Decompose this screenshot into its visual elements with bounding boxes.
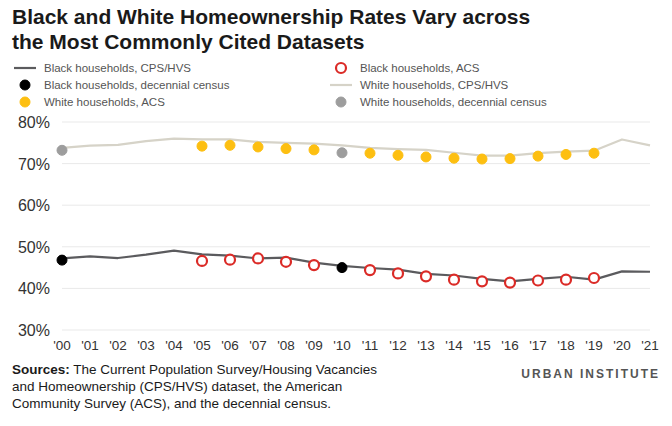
x-tick-label: '10	[333, 338, 351, 353]
series-point	[365, 148, 375, 158]
x-tick-label: '18	[557, 338, 575, 353]
plot-area	[57, 139, 650, 288]
legend-label: Black households, decennial census	[44, 79, 230, 91]
x-tick-label: '12	[389, 338, 407, 353]
legend-label: White households, ACS	[44, 96, 165, 108]
series-point	[281, 257, 291, 267]
title-line: the Most Commonly Cited Datasets	[12, 30, 364, 53]
legend-label: Black households, CPS/HVS	[44, 62, 191, 74]
series-point	[505, 278, 515, 288]
x-tick-label: '19	[585, 338, 603, 353]
series-point	[253, 142, 263, 152]
series-point	[281, 144, 291, 154]
legend-item: Black households, decennial census	[20, 79, 230, 91]
legend-item: White households, CPS/HVS	[330, 79, 509, 91]
source-line: Sources: The Current Population Survey/H…	[12, 362, 377, 377]
legend-swatch	[330, 84, 352, 86]
legend-label: White households, CPS/HVS	[360, 79, 509, 91]
series-point	[477, 154, 487, 164]
series-point	[589, 273, 599, 283]
legend-swatch	[20, 97, 30, 107]
chart: Black and White Homeownership Rates Vary…	[0, 0, 672, 426]
x-tick-label: '08	[277, 338, 295, 353]
source-line: Community Survey (ACS), and the decennia…	[12, 396, 331, 411]
credit: URBAN INSTITUTE	[521, 367, 660, 381]
series-point	[57, 145, 67, 155]
x-tick-label: '21	[641, 338, 659, 353]
x-tick-label: '00	[53, 338, 71, 353]
series-point	[393, 268, 403, 278]
x-tick-label: '07	[249, 338, 267, 353]
legend: Black households, CPS/HVS Black household…	[14, 62, 547, 108]
legend-label: White households, decennial census	[360, 96, 547, 108]
series-point	[337, 263, 347, 273]
series-point	[421, 152, 431, 162]
x-tick-label: '04	[165, 338, 183, 353]
grid	[62, 122, 650, 330]
legend-item: Black households, CPS/HVS	[14, 62, 191, 74]
series-point	[449, 153, 459, 163]
legend-swatch	[14, 67, 36, 69]
series-point	[393, 150, 403, 160]
series-point	[309, 260, 319, 270]
x-tick-label: '09	[305, 338, 323, 353]
series-point	[57, 255, 67, 265]
x-tick-label: '03	[137, 338, 155, 353]
grid-line	[62, 246, 650, 247]
y-tick-label: 30%	[18, 322, 50, 339]
legend-item: Black households, ACS	[336, 62, 480, 74]
legend-item: White households, ACS	[20, 96, 165, 108]
series-point	[337, 148, 347, 158]
series-point	[197, 256, 207, 266]
series-point	[533, 275, 543, 285]
source-line: and Homeownership (CPS/HVS) dataset, the…	[12, 379, 342, 394]
title: Black and White Homeownership Rates Vary…	[12, 5, 530, 53]
series-point	[505, 154, 515, 164]
x-tick-label: '02	[109, 338, 127, 353]
grid-line	[62, 205, 650, 206]
y-tick-label: 80%	[18, 114, 50, 131]
series-point	[365, 265, 375, 275]
x-tick-label: '05	[193, 338, 211, 353]
series-point	[253, 253, 263, 263]
series-point	[589, 148, 599, 158]
series-point	[197, 141, 207, 151]
legend-label: Black households, ACS	[360, 62, 480, 74]
series-point	[309, 145, 319, 155]
legend-swatch	[20, 80, 30, 90]
x-tick-label: '15	[473, 338, 491, 353]
y-tick-label: 70%	[18, 156, 50, 173]
legend-swatch	[336, 97, 346, 107]
x-tick-label: '20	[613, 338, 631, 353]
source-text: The Current Population Survey/Housing Va…	[70, 362, 377, 377]
y-tick-label: 40%	[18, 280, 50, 297]
series-point	[225, 255, 235, 265]
x-tick-label: '11	[362, 338, 379, 353]
y-tick-label: 50%	[18, 239, 50, 256]
grid-line	[62, 330, 650, 331]
title-line: Black and White Homeownership Rates Vary…	[12, 5, 530, 28]
legend-item: White households, decennial census	[336, 96, 547, 108]
x-tick-label: '01	[81, 338, 99, 353]
x-tick-label: '13	[417, 338, 435, 353]
series-point	[561, 275, 571, 285]
grid-line	[62, 163, 650, 164]
x-tick-label: '14	[445, 338, 463, 353]
series-point	[533, 151, 543, 161]
x-tick-label: '17	[529, 338, 547, 353]
series-point	[561, 149, 571, 159]
grid-line	[62, 122, 650, 123]
y-tick-label: 60%	[18, 197, 50, 214]
source-label: Sources:	[12, 362, 70, 377]
legend-swatch	[336, 63, 346, 73]
series-point	[477, 276, 487, 286]
series-point	[449, 275, 459, 285]
series-point	[225, 140, 235, 150]
grid-line	[62, 288, 650, 289]
x-tick-label: '16	[501, 338, 519, 353]
x-tick-label: '06	[221, 338, 239, 353]
series-point	[421, 271, 431, 281]
